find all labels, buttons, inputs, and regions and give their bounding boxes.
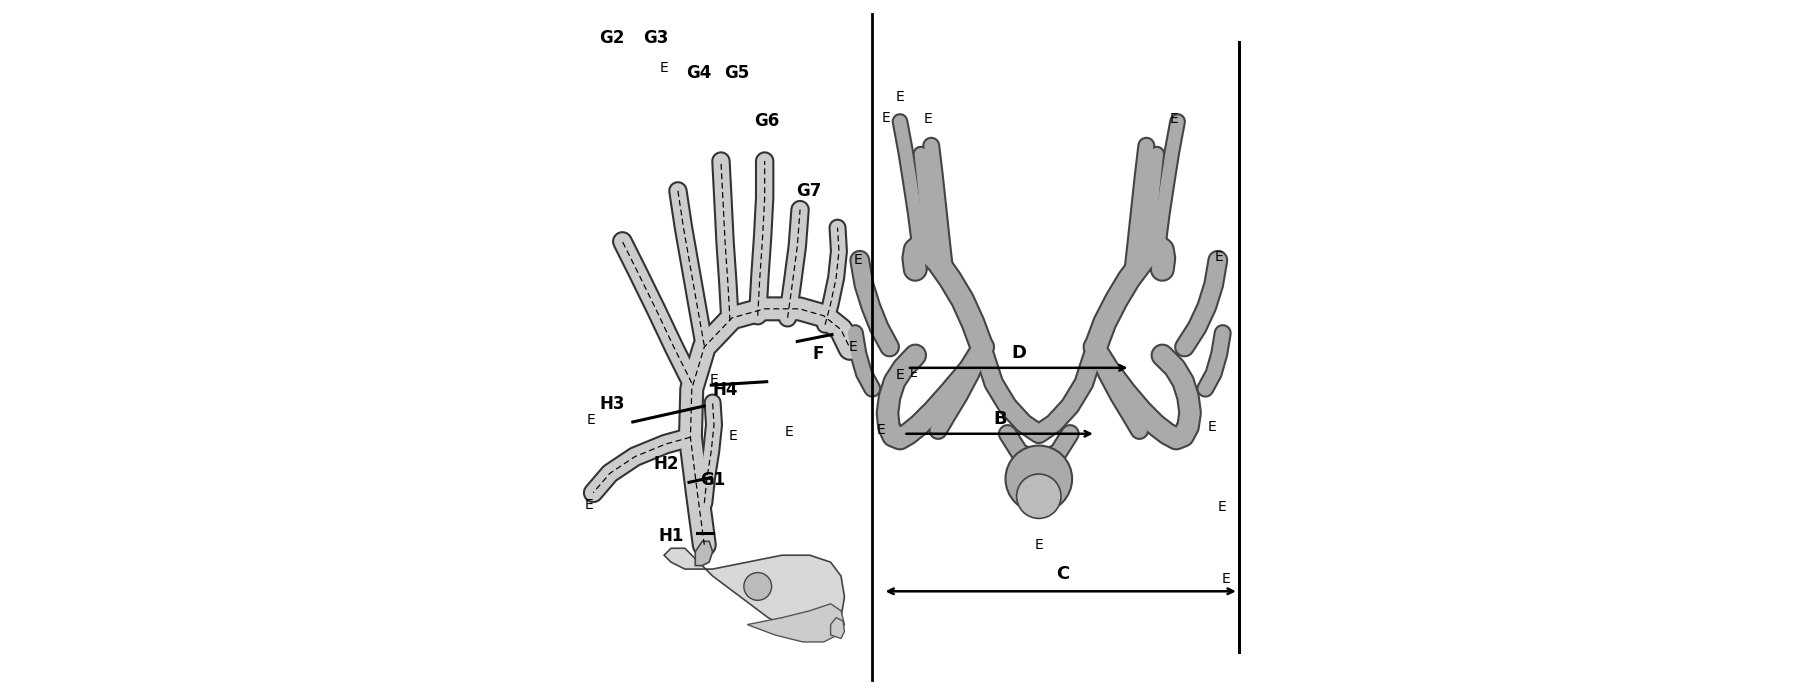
Circle shape <box>1017 474 1060 518</box>
Text: H2: H2 <box>653 455 679 473</box>
Text: E: E <box>882 111 891 125</box>
Polygon shape <box>830 618 844 638</box>
Text: E: E <box>896 90 904 104</box>
Text: E: E <box>1217 500 1226 514</box>
Text: E: E <box>1170 112 1179 126</box>
Polygon shape <box>695 541 713 566</box>
Text: G1: G1 <box>700 471 725 489</box>
Text: B: B <box>994 410 1006 428</box>
Text: E: E <box>1208 420 1217 434</box>
Text: G5: G5 <box>724 64 749 82</box>
Text: F: F <box>812 345 824 363</box>
Text: E: E <box>923 112 932 126</box>
Text: H1: H1 <box>659 527 684 545</box>
Text: G7: G7 <box>796 182 821 200</box>
Text: E: E <box>848 340 857 354</box>
Circle shape <box>1006 446 1073 512</box>
Polygon shape <box>664 548 844 638</box>
Text: H3: H3 <box>599 395 625 413</box>
Text: E: E <box>896 368 904 382</box>
Circle shape <box>743 573 772 600</box>
Text: E: E <box>585 498 594 512</box>
Text: E: E <box>911 367 918 380</box>
Text: E: E <box>853 253 862 267</box>
Text: E: E <box>1215 250 1224 264</box>
Text: G2: G2 <box>599 29 625 47</box>
Text: E: E <box>709 373 718 387</box>
Text: H4: H4 <box>713 381 738 399</box>
Text: E: E <box>877 423 886 437</box>
Text: E: E <box>1035 538 1044 552</box>
Text: G3: G3 <box>643 29 668 47</box>
Polygon shape <box>747 604 844 642</box>
Text: E: E <box>587 413 596 427</box>
Text: G6: G6 <box>754 112 779 130</box>
Text: E: E <box>659 61 668 75</box>
Text: C: C <box>1057 565 1069 583</box>
Text: E: E <box>1222 573 1231 586</box>
Text: G4: G4 <box>686 64 711 82</box>
Text: E: E <box>729 429 738 443</box>
Text: E: E <box>785 425 794 439</box>
Text: D: D <box>1012 344 1026 362</box>
